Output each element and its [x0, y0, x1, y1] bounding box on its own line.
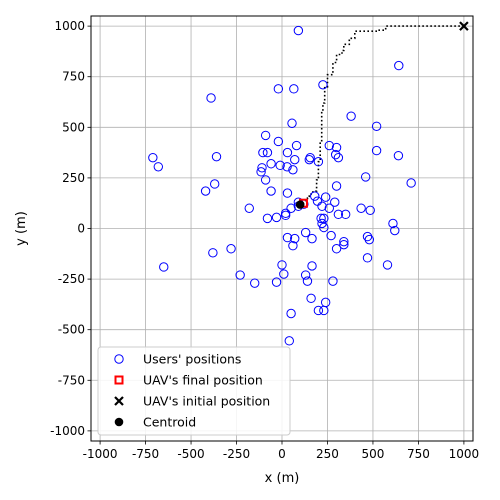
user-position-point — [283, 189, 291, 197]
user-position-point — [303, 277, 311, 285]
user-position-point — [263, 214, 271, 222]
user-position-point — [274, 85, 282, 93]
user-position-point — [292, 141, 300, 149]
user-position-point — [395, 61, 403, 69]
x-tick-label: -500 — [177, 447, 204, 461]
user-position-point — [236, 271, 244, 279]
user-position-point — [281, 209, 289, 217]
user-position-point — [321, 298, 329, 306]
user-position-point — [357, 204, 365, 212]
y-tick-label: -500 — [58, 323, 85, 337]
user-position-point — [261, 131, 269, 139]
user-position-point — [227, 245, 235, 253]
y-tick-label: 0 — [77, 222, 85, 236]
y-tick-label: 500 — [62, 120, 85, 134]
user-position-point — [332, 245, 340, 253]
user-position-point — [280, 270, 288, 278]
user-position-point — [274, 137, 282, 145]
user-position-point — [160, 263, 168, 271]
user-position-point — [285, 337, 293, 345]
x-tick-label: 750 — [407, 447, 430, 461]
user-position-point — [321, 193, 329, 201]
y-tick-label: -750 — [58, 373, 85, 387]
y-axis-label: y (m) — [14, 211, 29, 246]
legend-entry-label: UAV's final position — [143, 373, 263, 388]
legend-marker — [115, 418, 124, 427]
user-position-point — [212, 152, 220, 160]
x-tick-label: -750 — [132, 447, 159, 461]
user-position-point — [267, 160, 275, 168]
user-position-point — [311, 192, 319, 200]
legend-entry-label: Centroid — [143, 415, 196, 430]
y-tick-label: 250 — [62, 171, 85, 185]
user-position-point — [283, 148, 291, 156]
user-position-point — [361, 173, 369, 181]
y-tick-label: -1000 — [50, 424, 85, 438]
user-position-point — [308, 262, 316, 270]
user-position-point — [261, 176, 269, 184]
user-position-point — [245, 204, 253, 212]
user-position-point — [251, 279, 259, 287]
user-position-point — [267, 187, 275, 195]
legend-entry-label: Users' positions — [143, 352, 241, 367]
x-tick-label: 500 — [361, 447, 384, 461]
legend-entry-label: UAV's initial position — [143, 394, 270, 409]
user-position-point — [314, 306, 322, 314]
x-axis-label: x (m) — [265, 471, 300, 486]
user-position-point — [301, 271, 309, 279]
user-position-point — [154, 163, 162, 171]
user-position-point — [327, 231, 335, 239]
user-position-point — [347, 112, 355, 120]
user-position-point — [287, 204, 295, 212]
y-tick-label: -250 — [58, 272, 85, 286]
centroid-marker — [296, 200, 305, 209]
user-position-point — [207, 94, 215, 102]
user-position-point — [287, 309, 295, 317]
user-position-point — [313, 197, 321, 205]
user-position-point — [407, 179, 415, 187]
user-position-point — [201, 187, 209, 195]
user-position-point — [307, 294, 315, 302]
data-points — [149, 22, 468, 345]
x-tick-label: 0 — [278, 447, 286, 461]
y-tick-label: 1000 — [54, 19, 85, 33]
user-position-point — [308, 234, 316, 242]
user-position-point — [363, 254, 371, 262]
user-position-point — [383, 261, 391, 269]
x-tick-label: 250 — [316, 447, 339, 461]
user-position-point — [272, 213, 280, 221]
user-position-point — [290, 85, 298, 93]
user-position-point — [332, 182, 340, 190]
user-position-point — [294, 26, 302, 34]
user-position-point — [372, 146, 380, 154]
user-position-point — [329, 277, 337, 285]
user-position-point — [209, 249, 217, 257]
user-position-point — [210, 180, 218, 188]
user-position-point — [363, 232, 371, 240]
legend: Users' positions UAV's final position UAV'… — [98, 347, 290, 435]
user-position-point — [325, 204, 333, 212]
x-tick-label: 1000 — [449, 447, 480, 461]
user-position-point — [281, 211, 289, 219]
user-position-point — [149, 153, 157, 161]
y-tick-label: 750 — [62, 70, 85, 84]
x-tick-label: -1000 — [83, 447, 118, 461]
user-position-point — [365, 235, 373, 243]
user-position-point — [319, 81, 327, 89]
x-tick-label: -250 — [223, 447, 250, 461]
user-position-point — [291, 155, 299, 163]
user-position-point — [288, 119, 296, 127]
user-position-point — [394, 151, 402, 159]
user-position-point — [372, 122, 380, 130]
